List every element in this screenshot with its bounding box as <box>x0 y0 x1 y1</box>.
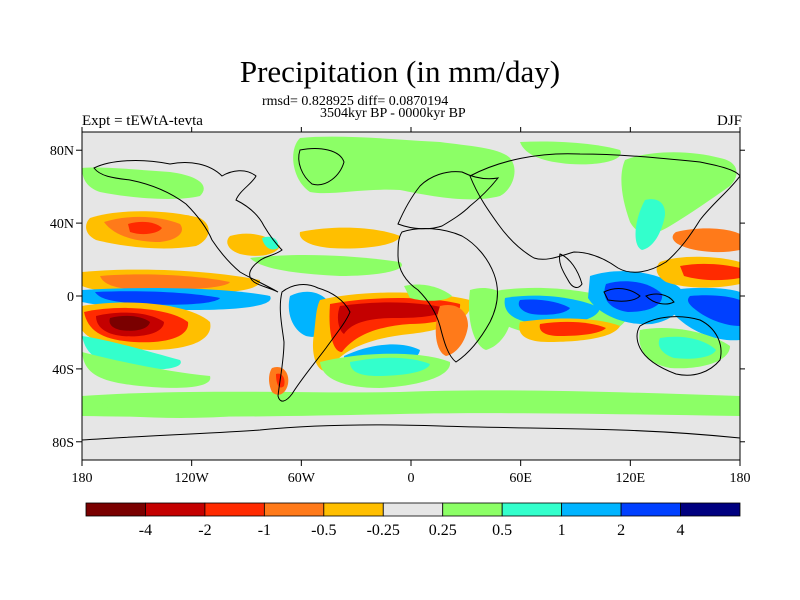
field-cyan-caribbean <box>262 236 279 250</box>
field-red-indian-ocean <box>539 321 606 336</box>
colorbar-label: 4 <box>677 522 685 539</box>
colorbar-swatch <box>680 502 741 517</box>
field-green-arctic-atlantic <box>293 136 515 200</box>
field-darkred-tropical-atlantic <box>337 302 446 334</box>
coastline-maritime-continent <box>603 288 675 305</box>
field-darkblue-equatorial-pacific <box>95 291 220 305</box>
field-orange-north-west-pacific <box>672 228 740 253</box>
y-tick-label: 80S <box>52 436 74 451</box>
colorbar-swatch <box>85 502 146 517</box>
colorbar: -4 -2 -1 -0.5 -0.25 0.25 0.5 1 2 4 <box>85 502 741 539</box>
map-title: Precipitation (in mm/day) <box>239 54 561 89</box>
field-cyan-east-asia <box>635 199 666 250</box>
colorbar-swatch <box>620 502 681 517</box>
colorbar-swatch <box>442 502 503 517</box>
colorbar-label: 0.25 <box>429 522 457 539</box>
x-axis: 180 120W 60W 0 60E 120E 180 <box>72 127 751 486</box>
colorbar-label: -1 <box>258 522 271 539</box>
coastline-north-america <box>93 160 283 293</box>
field-core-south-pacific <box>109 315 150 331</box>
colorbar-label: -0.25 <box>367 522 400 539</box>
period-line: 3504kyr BP - 0000kyr BP <box>320 106 466 121</box>
colorbar-swatch <box>145 502 206 517</box>
colorbar-swatch <box>263 502 325 517</box>
coastline-south-america <box>277 284 351 402</box>
field-orange-mid-atlantic <box>299 227 400 249</box>
stats-line: rmsd= 0.828925 diff= 0.0870194 <box>262 94 449 109</box>
colorbar-label: 0.5 <box>492 522 512 539</box>
y-axis: 80N 40N 0 40S 80S <box>50 144 745 451</box>
colorbar-label: -2 <box>198 522 211 539</box>
coastline-india <box>559 253 583 288</box>
colorbar-swatch <box>204 502 265 517</box>
x-tick-label: 120E <box>616 471 646 486</box>
field-green-subtropical-atlantic <box>250 255 402 276</box>
colorbar-label: -0.5 <box>311 522 336 539</box>
colorbar-label: -4 <box>139 522 152 539</box>
coastline-antarctica <box>82 424 740 441</box>
coastline-asia <box>469 153 740 273</box>
field-core-north-pacific <box>128 221 162 235</box>
x-tick-label: 60W <box>288 471 316 486</box>
colorbar-swatch <box>501 502 563 517</box>
y-tick-label: 80N <box>50 144 74 159</box>
colorbar-label: 1 <box>558 522 566 539</box>
x-tick-label: 180 <box>730 471 751 486</box>
y-tick-label: 0 <box>67 290 74 305</box>
colorbar-label: 2 <box>617 522 625 539</box>
coastline-africa <box>397 228 498 363</box>
colorbar-swatch <box>382 502 444 517</box>
y-tick-label: 40S <box>52 363 74 378</box>
field-green-southern-ocean-2 <box>100 400 270 418</box>
x-tick-label: 0 <box>408 471 415 486</box>
field-cyan-australia <box>658 336 716 359</box>
field-red-west-pacific <box>680 263 740 281</box>
coastline-europe <box>397 171 500 230</box>
y-tick-label: 40N <box>50 217 74 232</box>
field-red-equatorial-pacific <box>100 274 230 290</box>
experiment-label: Expt = tEWtA-tevta <box>82 113 203 129</box>
colorbar-swatch <box>323 502 384 517</box>
season-label: DJF <box>716 113 742 129</box>
field-green-siberia <box>520 141 621 165</box>
field-orange-south-africa <box>435 304 468 356</box>
x-tick-label: 60E <box>509 471 532 486</box>
precipitation-field <box>82 136 740 418</box>
colorbar-swatch <box>561 502 622 517</box>
coastline-greenland <box>298 148 345 186</box>
x-tick-label: 180 <box>72 471 93 486</box>
coastline-australia <box>636 316 722 376</box>
x-tick-label: 120W <box>175 471 210 486</box>
field-green-south-pacific <box>82 352 211 388</box>
field-darkblue-west-pacific <box>688 295 740 326</box>
coastlines <box>82 148 740 441</box>
field-cyan-south-atlantic <box>350 357 430 376</box>
field-darkblue-indian-ocean <box>518 299 570 315</box>
